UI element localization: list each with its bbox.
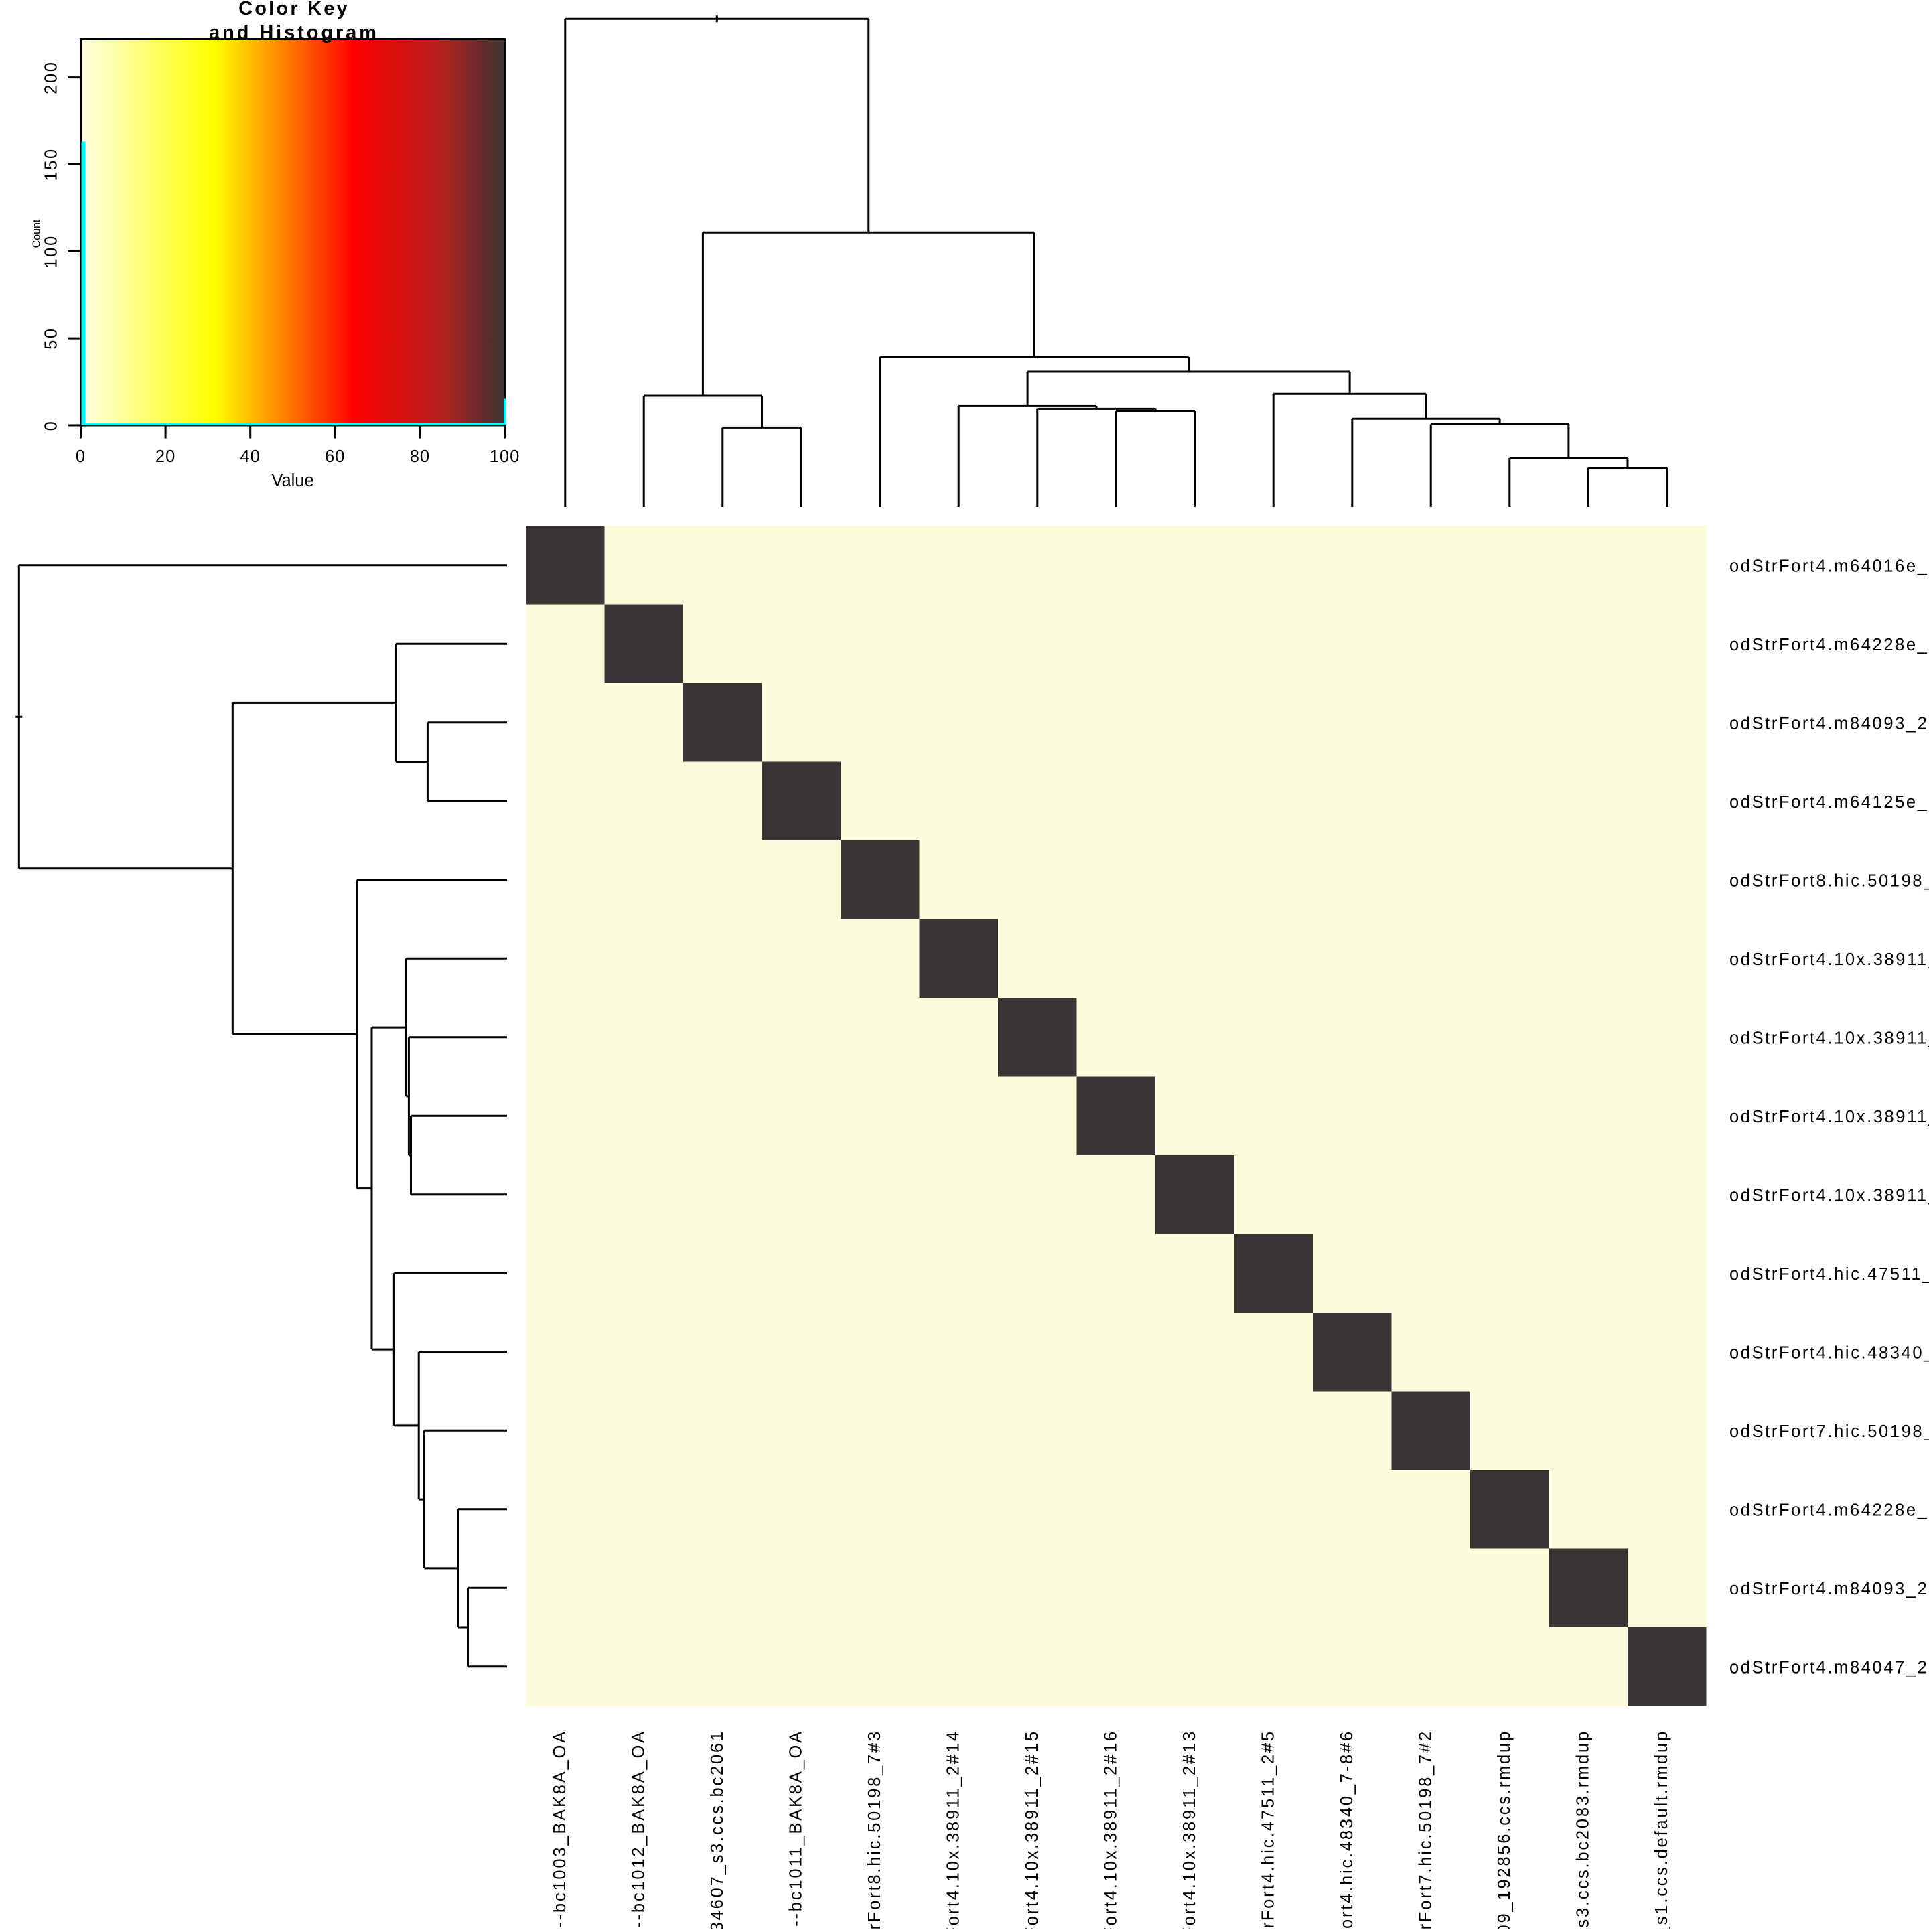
svg-text:Color Key: Color Key (238, 0, 350, 19)
svg-text:odStrFort4.hic.48340_7-8#6: odStrFort4.hic.48340_7-8#6 (1338, 1730, 1356, 1929)
svg-text:0: 0 (76, 447, 86, 466)
svg-text:60: 60 (325, 447, 345, 466)
svg-text:40: 40 (240, 447, 261, 466)
svg-text:odStrFort8.hic.50198_7#3: odStrFort8.hic.50198_7#3 (1729, 871, 1929, 890)
svg-text:100: 100 (42, 234, 60, 268)
svg-text:odStrFort4.m64228e_210409_1928: odStrFort4.m64228e_210409_192856.ccs.rmd… (1495, 1730, 1514, 1929)
svg-text:odStrFort4.10x.38911_2#16: odStrFort4.10x.38911_2#16 (1729, 1108, 1929, 1126)
svg-text:odStrFort7.hic.50198_7#2: odStrFort7.hic.50198_7#2 (1729, 1422, 1929, 1441)
svg-text:odStrFort4.m64125e_210409.ccs-: odStrFort4.m64125e_210409.ccs--bc1011_BA… (786, 1730, 805, 1929)
svg-text:Count: Count (31, 219, 43, 248)
svg-text:20: 20 (155, 447, 175, 466)
svg-text:odStrFort4.m64228e_210609.ccs-: odStrFort4.m64228e_210609.ccs--bc1012_BA… (629, 1730, 648, 1929)
svg-text:odStrFort4.10x.38911_2#13: odStrFort4.10x.38911_2#13 (1180, 1730, 1199, 1929)
svg-text:odStrFort4.m64016e_210409.ccs-: odStrFort4.m64016e_210409.ccs--bc1003_BA… (1729, 556, 1929, 575)
svg-text:odStrFort4.10x.38911_2#14: odStrFort4.10x.38911_2#14 (1729, 950, 1929, 969)
svg-text:and Histogram: and Histogram (209, 22, 379, 44)
svg-text:odStrFort4.hic.47511_2#5: odStrFort4.hic.47511_2#5 (1729, 1265, 1929, 1284)
svg-text:odStrFort7.hic.50198_7#2: odStrFort7.hic.50198_7#2 (1416, 1730, 1435, 1929)
svg-text:odStrFort4.m84093_234607_s3.cc: odStrFort4.m84093_234607_s3.ccs.bc2083.r… (1729, 1580, 1929, 1599)
svg-text:odStrFort4.m64228e_210609.ccs-: odStrFort4.m64228e_210609.ccs--bc1012_BA… (1729, 636, 1929, 654)
svg-text:odStrFort8.hic.50198_7#3: odStrFort8.hic.50198_7#3 (865, 1730, 884, 1929)
svg-text:odStrFort4.m84093_234607_s3.cc: odStrFort4.m84093_234607_s3.ccs.bc2083.r… (1573, 1730, 1592, 1929)
svg-text:odStrFort4.10x.38911_2#16: odStrFort4.10x.38911_2#16 (1101, 1730, 1120, 1929)
svg-text:150: 150 (42, 147, 60, 181)
svg-text:odStrFort4.hic.47511_2#5: odStrFort4.hic.47511_2#5 (1259, 1730, 1277, 1929)
svg-text:100: 100 (490, 447, 520, 466)
svg-text:odStrFort4.m64125e_210409.ccs-: odStrFort4.m64125e_210409.ccs--bc1011_BA… (1729, 793, 1929, 812)
svg-text:80: 80 (410, 447, 430, 466)
svg-text:odStrFort4.m84047_230607_s1.cc: odStrFort4.m84047_230607_s1.ccs.default.… (1652, 1730, 1671, 1929)
svg-text:odStrFort4.10x.38911_2#14: odStrFort4.10x.38911_2#14 (944, 1730, 962, 1929)
svg-text:odStrFort4.hic.48340_7-8#6: odStrFort4.hic.48340_7-8#6 (1729, 1343, 1929, 1362)
svg-text:200: 200 (42, 60, 60, 94)
svg-text:odStrFort4.m64228e_210409_1928: odStrFort4.m64228e_210409_192856.ccs.rmd… (1729, 1501, 1929, 1519)
svg-text:odStrFort4.10x.38911_2#15: odStrFort4.10x.38911_2#15 (1729, 1029, 1929, 1047)
svg-text:50: 50 (42, 327, 60, 350)
svg-text:odStrFort4.m84093_234607_s3.cc: odStrFort4.m84093_234607_s3.ccs.bc2061 (1729, 714, 1929, 733)
svg-text:odStrFort4.m84047_230607_s1.cc: odStrFort4.m84047_230607_s1.ccs.default.… (1729, 1658, 1929, 1677)
svg-text:odStrFort4.10x.38911_2#13: odStrFort4.10x.38911_2#13 (1729, 1186, 1929, 1205)
svg-text:Value: Value (271, 471, 313, 490)
svg-text:0: 0 (42, 420, 60, 431)
svg-text:odStrFort4.m64016e_210409.ccs-: odStrFort4.m64016e_210409.ccs--bc1003_BA… (551, 1730, 569, 1929)
svg-text:odStrFort4.10x.38911_2#15: odStrFort4.10x.38911_2#15 (1023, 1730, 1042, 1929)
svg-text:odStrFort4.m84093_234607_s3.cc: odStrFort4.m84093_234607_s3.ccs.bc2061 (708, 1730, 727, 1929)
